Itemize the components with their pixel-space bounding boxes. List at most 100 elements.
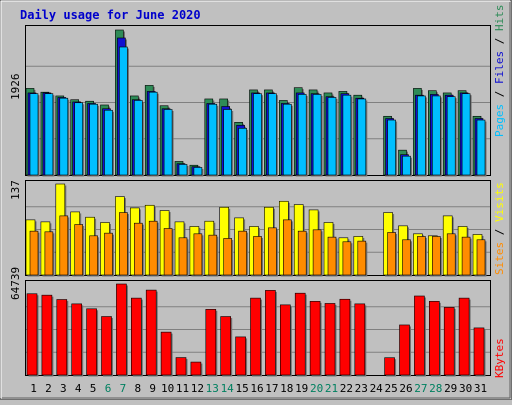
pages-bar-day7: [119, 46, 128, 176]
legend-hits: Hits: [493, 5, 506, 32]
x-label-day7: 7: [120, 382, 127, 395]
chart-title: Daily usage for June 2020: [20, 8, 201, 22]
x-label-day29: 29: [444, 382, 457, 395]
x-label-day27: 27: [414, 382, 427, 395]
pages-bar-day18: [282, 103, 292, 176]
kbytes-bar-day13: [205, 309, 217, 376]
x-label-day28: 28: [429, 382, 442, 395]
kbytes-bar-day7: [116, 283, 127, 376]
sites-bar-day13: [208, 234, 218, 276]
sites-bar-day30: [461, 236, 471, 276]
legend-panel3: KBytes: [493, 338, 506, 378]
x-label-day12: 12: [191, 382, 204, 395]
x-axis-day-labels: 1 2 3 4 5 6 7 8 9 10 11 12 13 14 15 16 17 18 19 20 21 22 23 24 2…: [30, 382, 487, 395]
pages-bar-day14: [223, 109, 232, 176]
sites-bar-day1: [29, 230, 39, 276]
kbytes-bar-day1: [26, 293, 38, 376]
kbytes-bar-day10: [160, 331, 172, 376]
pages-bar-day4: [74, 102, 83, 176]
pages-bar-day25: [387, 119, 396, 176]
x-label-day18: 18: [280, 382, 293, 395]
pages-bar-day20: [312, 94, 322, 176]
pages-bar-day17: [268, 93, 277, 176]
x-label-day25: 25: [384, 382, 397, 395]
x-label-day20: 20: [310, 382, 323, 395]
panel3-ymax-label: 64739: [9, 267, 22, 300]
sites-bar-day6: [104, 232, 113, 276]
sites-bar-day27: [417, 236, 426, 276]
sites-bar-day26: [402, 239, 411, 276]
kbytes-bar-day30: [458, 297, 470, 376]
pages-bar-day21: [327, 97, 337, 176]
kbytes-bar-day20: [309, 301, 321, 376]
kbytes-bar-day23: [354, 303, 366, 376]
x-label-day30: 30: [459, 382, 472, 395]
kbytes-bar-day4: [71, 303, 82, 376]
x-label-day21: 21: [325, 382, 338, 395]
sites-bar-day23: [357, 240, 367, 276]
sites-bar-day9: [148, 220, 158, 276]
kbytes-bar-day17: [265, 290, 276, 376]
sites-bar-day11: [178, 237, 188, 276]
pages-bar-day6: [104, 109, 113, 176]
sites-bar-day12: [193, 233, 203, 276]
x-label-day5: 5: [90, 382, 97, 395]
pages-bar-day29: [446, 96, 456, 176]
sites-bar-day22: [342, 241, 352, 276]
kbytes-bar-day25: [384, 357, 395, 376]
kbytes-bar-day18: [279, 304, 291, 376]
kbytes-bar-day22: [339, 298, 351, 376]
x-label-day23: 23: [355, 382, 368, 395]
sites-bar-day29: [446, 233, 456, 276]
sites-bar-day8: [134, 222, 143, 276]
panel1-ymax-label: 1926: [9, 74, 22, 101]
kbytes-bar-day14: [220, 316, 231, 376]
kbytes-bar-day9: [145, 289, 157, 376]
x-label-day31: 31: [474, 382, 487, 395]
kbytes-bar-day26: [399, 324, 410, 376]
pages-bar-day8: [134, 100, 143, 176]
kbytes-bar-day19: [294, 292, 306, 376]
kbytes-bar-day12: [190, 361, 202, 376]
kbytes-bar-day11: [175, 357, 187, 376]
pages-bar-day12: [193, 167, 203, 176]
pages-bar-day15: [238, 128, 247, 176]
kbytes-bar-day28: [428, 301, 440, 376]
legend-files: Files: [493, 51, 506, 84]
sites-bar-day5: [89, 235, 98, 276]
pages-bar-day2: [44, 93, 54, 176]
x-label-day13: 13: [206, 382, 219, 395]
sites-bar-day20: [312, 229, 322, 276]
sites-bar-day19: [297, 230, 307, 276]
kbytes-bar-day29: [443, 307, 455, 376]
kbytes-bar-day21: [324, 303, 336, 376]
legend-pages: Pages: [493, 104, 506, 137]
sites-bar-day21: [327, 236, 337, 276]
pages-bar-day1: [29, 93, 39, 176]
x-label-day1: 1: [30, 382, 37, 395]
sites-bar-day18: [282, 219, 292, 276]
x-label-day8: 8: [134, 382, 141, 395]
pages-bar-day13: [208, 103, 218, 176]
pages-bar-day5: [89, 103, 98, 176]
svg-text:KBytes: KBytes: [493, 338, 506, 378]
kbytes-bar-day3: [56, 299, 68, 376]
pages-bar-day3: [59, 97, 69, 176]
kbytes-bar-day2: [41, 294, 53, 376]
sites-bar-day25: [387, 232, 396, 276]
pages-bar-day11: [178, 164, 188, 176]
sites-bar-day2: [44, 231, 54, 276]
kbytes-bar-day27: [414, 295, 425, 376]
x-label-day2: 2: [45, 382, 52, 395]
sites-bar-day7: [119, 212, 128, 276]
pages-bar-day27: [417, 95, 426, 176]
x-label-day11: 11: [176, 382, 189, 395]
x-label-day17: 17: [265, 382, 278, 395]
legend-visits: Visits: [493, 182, 506, 222]
pages-bar-day9: [148, 91, 158, 176]
kbytes-bar-day31: [473, 327, 485, 376]
x-label-day26: 26: [399, 382, 412, 395]
kbytes-bar-day6: [101, 316, 112, 376]
